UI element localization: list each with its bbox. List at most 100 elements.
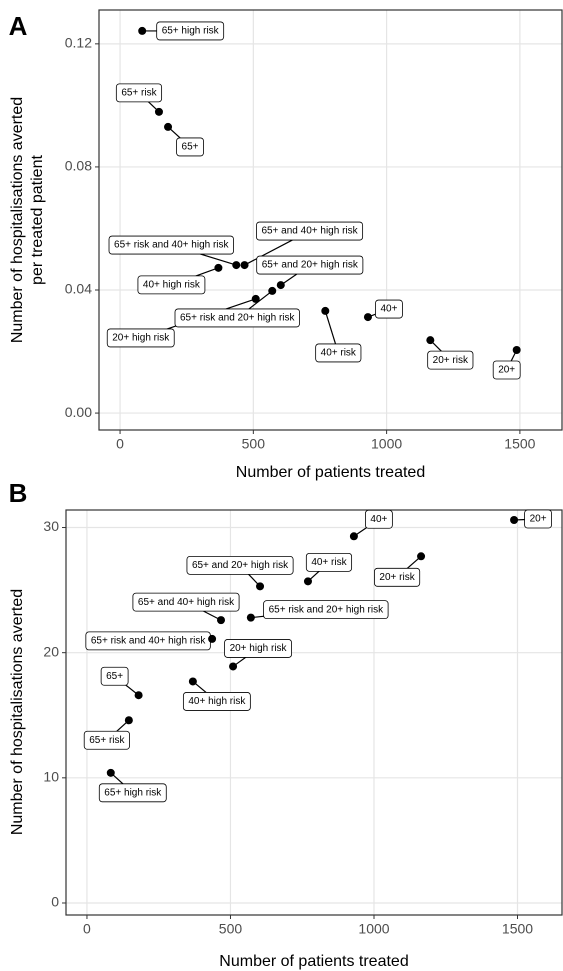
label-text: 65+ risk and 20+ high risk — [180, 313, 296, 324]
label-box — [315, 343, 362, 363]
point-label: 65+ risk and 40+ high risk — [108, 235, 234, 255]
label-box — [108, 235, 234, 255]
x-axis-label: Number of patients treated — [219, 953, 408, 970]
x-tick-label: 500 — [242, 436, 266, 452]
label-box — [263, 600, 389, 620]
plot-border — [65, 509, 563, 916]
point — [512, 346, 521, 354]
point-label: 65+ risk — [115, 83, 163, 103]
label-text: 40+ — [370, 514, 387, 525]
point — [217, 616, 225, 625]
x-tick-label: 500 — [219, 921, 243, 937]
point — [426, 336, 435, 345]
point-label: 65+ and 20+ high risk — [256, 255, 364, 275]
label-box — [174, 308, 300, 328]
point-label: 40+ — [365, 509, 393, 529]
panel-letter: A — [9, 11, 28, 41]
point — [208, 634, 217, 643]
point-label: 65+ — [100, 666, 129, 686]
point-label: 40+ risk — [305, 552, 353, 572]
panel-letter: B — [9, 478, 28, 508]
point-label: 20+ high risk — [224, 639, 292, 658]
label-box — [305, 552, 353, 572]
point — [229, 662, 238, 671]
point — [268, 286, 277, 295]
y-tick-label: 20 — [43, 643, 59, 659]
label-box — [176, 137, 204, 157]
label-box — [374, 567, 421, 587]
label-text: 65+ risk and 40+ high risk — [91, 636, 207, 647]
label-text: 20+ high risk — [112, 333, 170, 344]
label-text: 20+ — [498, 365, 515, 376]
y-tick-label: 0.08 — [65, 158, 92, 174]
point — [164, 122, 173, 131]
label-text: 20+ high risk — [230, 643, 288, 654]
x-tick-label: 1500 — [502, 921, 533, 937]
x-tick-label: 0 — [83, 921, 91, 937]
point — [138, 26, 147, 35]
label-box — [365, 509, 393, 529]
point — [232, 261, 241, 270]
point-label: 40+ risk — [315, 343, 362, 363]
label-text: 65+ and 20+ high risk — [192, 560, 289, 571]
label-box — [156, 21, 225, 41]
label-text: 65+ risk and 40+ high risk — [114, 240, 230, 251]
label-box — [427, 350, 474, 370]
label-text: 65+ — [106, 671, 123, 682]
label-box — [375, 299, 403, 319]
label-text: 20+ risk — [379, 572, 415, 583]
point-label: 65+ — [176, 137, 204, 157]
y-tick-label: 0.04 — [65, 281, 92, 297]
label-text: 65+ risk — [121, 87, 157, 98]
point-label: 20+ high risk — [106, 328, 175, 348]
label-box — [98, 783, 167, 803]
point — [106, 768, 115, 777]
point-label: 40+ — [375, 299, 403, 319]
label-text: 65+ high risk — [162, 26, 220, 37]
label-text: 65+ high risk — [104, 787, 162, 798]
point — [510, 516, 519, 525]
label-text: 65+ risk — [89, 735, 125, 746]
label-text: 20+ — [530, 514, 547, 525]
y-axis-label: Number of hospitalisations averted — [9, 97, 26, 343]
point — [240, 261, 249, 270]
point-label: 65+ risk and 20+ high risk — [263, 600, 389, 620]
label-text: 65+ — [182, 142, 199, 153]
point — [188, 677, 197, 686]
point-label: 65+ risk — [83, 730, 130, 750]
x-tick-label: 1000 — [371, 436, 402, 452]
label-box — [256, 221, 364, 241]
label-box — [106, 328, 175, 348]
y-tick-label: 0 — [51, 894, 59, 910]
point-label: 40+ high risk — [182, 692, 251, 711]
label-box — [100, 666, 129, 686]
point — [303, 577, 312, 586]
y-tick-label: 30 — [43, 518, 59, 534]
x-tick-label: 1500 — [504, 436, 535, 452]
point — [417, 552, 426, 561]
point — [134, 691, 143, 700]
point — [256, 582, 265, 591]
point-label: 40+ high risk — [137, 275, 206, 295]
label-text: 40+ risk — [311, 557, 347, 568]
plot-border — [98, 9, 563, 431]
y-tick-label: 0.00 — [65, 404, 92, 420]
label-text: 65+ and 20+ high risk — [262, 260, 359, 271]
y-tick-label: 0.12 — [65, 35, 92, 51]
point-label: 20+ risk — [374, 567, 421, 587]
label-box — [492, 360, 521, 380]
point-label: 65+ high risk — [156, 21, 225, 41]
point-label: 65+ and 40+ high risk — [256, 221, 364, 241]
label-box — [224, 639, 292, 658]
point — [251, 294, 260, 303]
label-box — [132, 592, 240, 612]
label-text: 65+ and 40+ high risk — [138, 597, 235, 608]
x-axis-label: Number of patients treated — [236, 464, 425, 481]
label-text: 40+ risk — [321, 348, 357, 359]
label-text: 40+ — [380, 304, 397, 315]
point-label: 20+ — [524, 509, 552, 529]
label-box — [182, 692, 251, 711]
point — [276, 281, 285, 290]
point — [321, 306, 330, 315]
